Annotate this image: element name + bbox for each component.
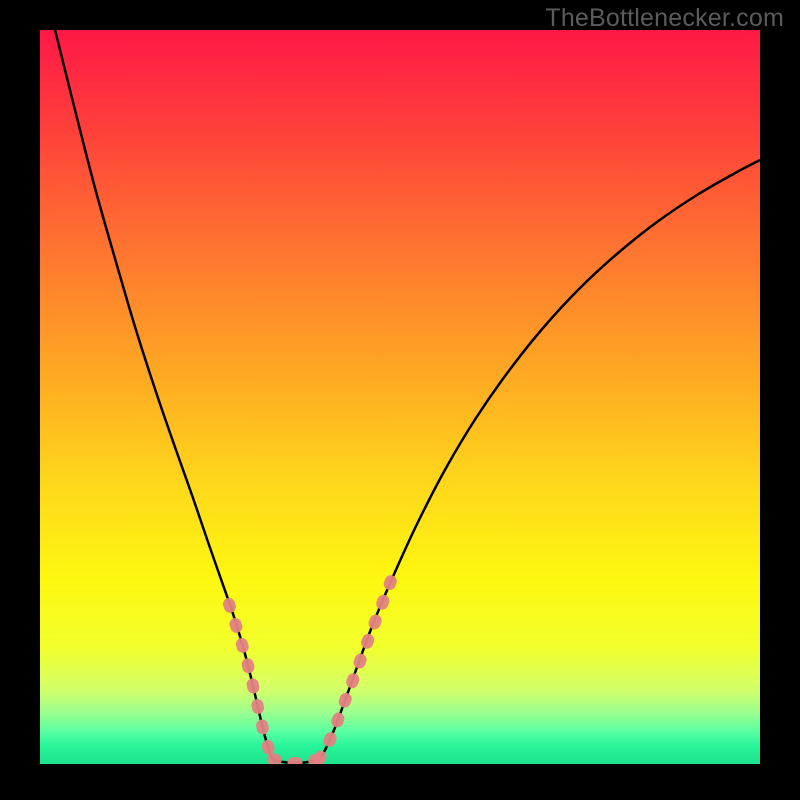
chart-svg bbox=[0, 0, 800, 800]
dots-overlay-bottom bbox=[273, 759, 319, 763]
chart-stage: TheBottlenecker.com bbox=[0, 0, 800, 800]
plot-background bbox=[40, 30, 760, 764]
